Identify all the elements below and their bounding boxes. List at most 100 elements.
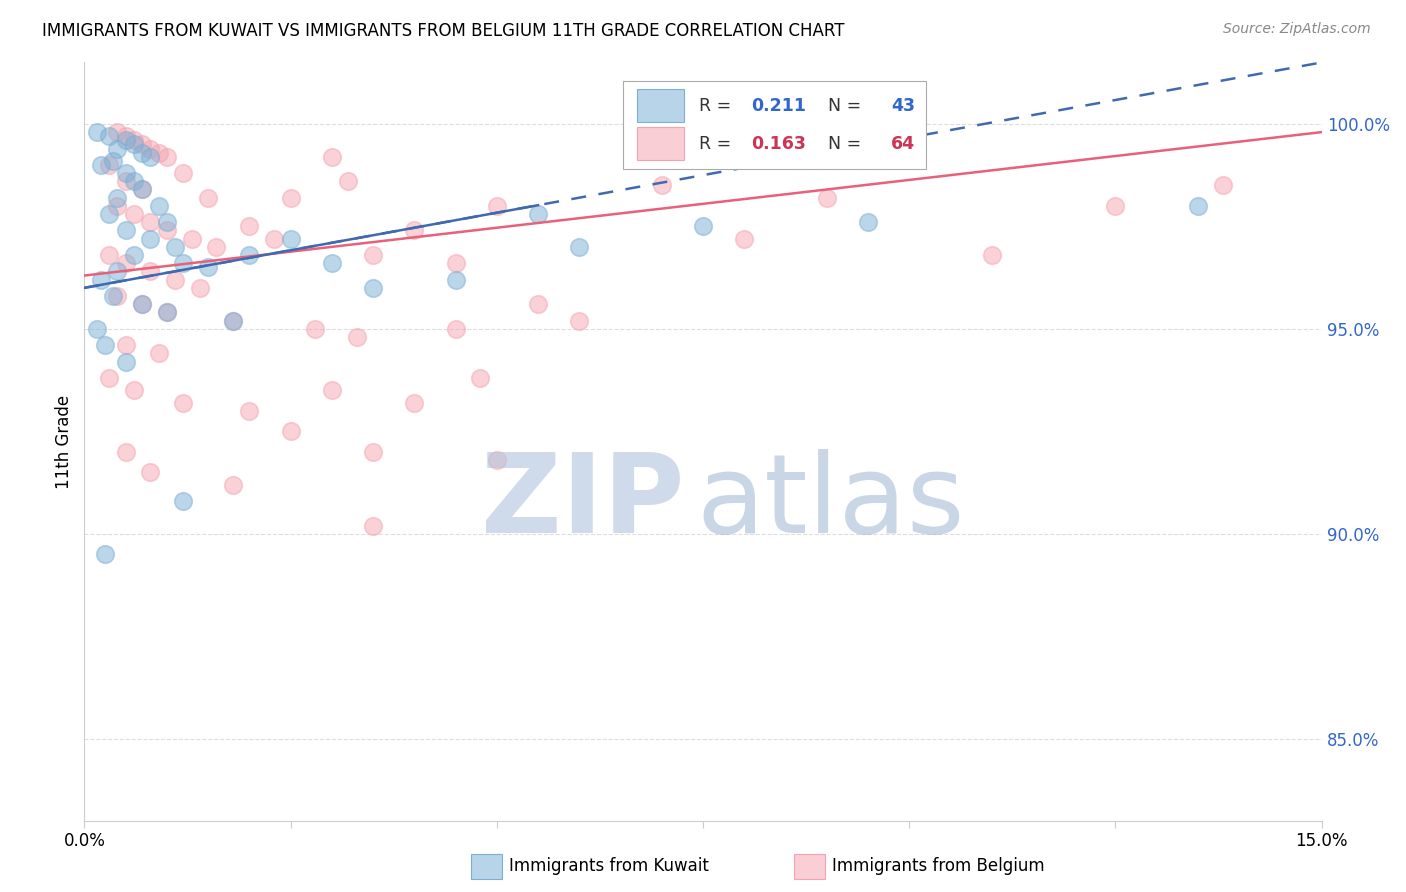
Point	[280, 425, 302, 439]
Point	[222, 313, 245, 327]
Point	[139, 465, 162, 479]
Text: N =: N =	[817, 96, 866, 115]
Point	[361, 444, 384, 458]
Point	[321, 256, 343, 270]
Point	[139, 232, 162, 246]
Point	[105, 191, 128, 205]
Point	[131, 137, 153, 152]
Point	[122, 248, 145, 262]
Point	[98, 248, 121, 262]
Point	[651, 178, 673, 193]
Point	[98, 158, 121, 172]
Point	[131, 297, 153, 311]
Text: IMMIGRANTS FROM KUWAIT VS IMMIGRANTS FROM BELGIUM 11TH GRADE CORRELATION CHART: IMMIGRANTS FROM KUWAIT VS IMMIGRANTS FRO…	[42, 22, 845, 40]
Point	[131, 182, 153, 196]
Point	[86, 125, 108, 139]
Point	[114, 223, 136, 237]
Point	[114, 133, 136, 147]
Point	[238, 219, 260, 234]
Point	[103, 153, 125, 168]
Point	[172, 166, 194, 180]
Point	[122, 137, 145, 152]
Point	[280, 232, 302, 246]
Point	[105, 141, 128, 155]
Text: 64: 64	[891, 135, 915, 153]
Point	[222, 313, 245, 327]
Point	[114, 256, 136, 270]
Point	[98, 207, 121, 221]
Text: atlas: atlas	[697, 449, 966, 556]
Point	[172, 256, 194, 270]
Point	[527, 207, 550, 221]
Text: 0.211: 0.211	[751, 96, 806, 115]
Point	[131, 297, 153, 311]
Point	[361, 518, 384, 533]
Point	[165, 240, 187, 254]
Point	[98, 371, 121, 385]
Point	[122, 174, 145, 188]
Point	[485, 199, 508, 213]
Point	[131, 145, 153, 160]
Point	[346, 330, 368, 344]
Point	[404, 223, 426, 237]
Point	[148, 199, 170, 213]
Point	[105, 125, 128, 139]
Text: ZIP: ZIP	[481, 449, 685, 556]
Point	[114, 166, 136, 180]
Point	[280, 191, 302, 205]
Point	[105, 264, 128, 278]
Point	[568, 313, 591, 327]
Text: Source: ZipAtlas.com: Source: ZipAtlas.com	[1223, 22, 1371, 37]
Point	[188, 281, 211, 295]
Point	[304, 322, 326, 336]
Point	[114, 338, 136, 352]
Point	[172, 395, 194, 409]
Point	[485, 453, 508, 467]
Point	[122, 207, 145, 221]
Point	[197, 260, 219, 275]
Text: R =: R =	[699, 135, 737, 153]
Text: 43: 43	[891, 96, 915, 115]
Text: Immigrants from Belgium: Immigrants from Belgium	[832, 857, 1045, 875]
Point	[156, 305, 179, 319]
Point	[1187, 199, 1209, 213]
Point	[139, 215, 162, 229]
Point	[98, 129, 121, 144]
Y-axis label: 11th Grade: 11th Grade	[55, 394, 73, 489]
Point	[568, 240, 591, 254]
Point	[692, 219, 714, 234]
Point	[122, 133, 145, 147]
Point	[114, 354, 136, 368]
Text: N =: N =	[817, 135, 866, 153]
Point	[94, 338, 117, 352]
Point	[114, 129, 136, 144]
Point	[444, 273, 467, 287]
Point	[205, 240, 228, 254]
Point	[444, 256, 467, 270]
Point	[238, 248, 260, 262]
Point	[139, 264, 162, 278]
Point	[180, 232, 202, 246]
Point	[131, 182, 153, 196]
Point	[263, 232, 285, 246]
Point	[321, 150, 343, 164]
Text: 0.163: 0.163	[751, 135, 806, 153]
Point	[148, 346, 170, 360]
Point	[1104, 199, 1126, 213]
Point	[361, 281, 384, 295]
Point	[122, 384, 145, 398]
Point	[321, 384, 343, 398]
Point	[1212, 178, 1234, 193]
Point	[139, 141, 162, 155]
Point	[114, 444, 136, 458]
Point	[527, 297, 550, 311]
Text: R =: R =	[699, 96, 737, 115]
Point	[815, 191, 838, 205]
Point	[361, 248, 384, 262]
Point	[444, 322, 467, 336]
Point	[156, 305, 179, 319]
Point	[139, 150, 162, 164]
Point	[856, 215, 879, 229]
Point	[470, 371, 492, 385]
Point	[156, 223, 179, 237]
